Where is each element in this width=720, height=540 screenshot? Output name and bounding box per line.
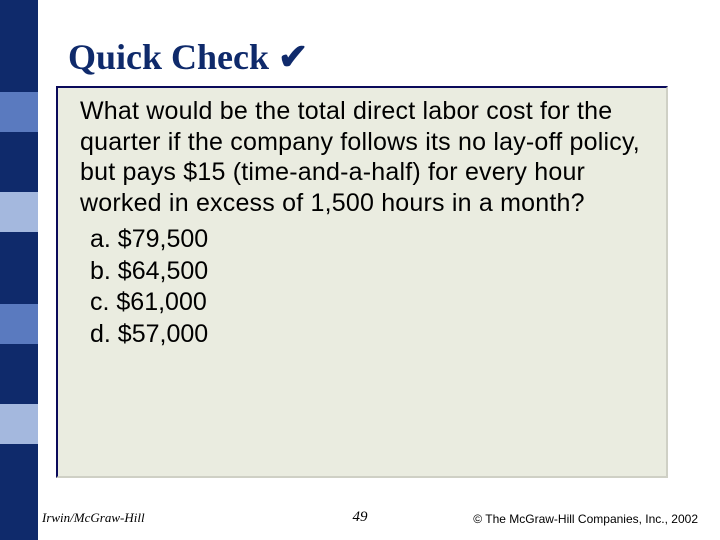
footer-copyright: © The McGraw-Hill Companies, Inc., 2002	[473, 512, 698, 526]
option-c: c. $61,000	[80, 287, 652, 319]
answer-options: a. $79,500 b. $64,500 c. $61,000 d. $57,…	[80, 224, 652, 350]
question-panel: What would be the total direct labor cos…	[56, 86, 668, 478]
decorative-left-stripe	[0, 0, 38, 540]
slide-footer: Irwin/McGraw-Hill 49 © The McGraw-Hill C…	[0, 506, 720, 540]
option-d: d. $57,000	[80, 319, 652, 351]
question-text: What would be the total direct labor cos…	[80, 96, 652, 218]
option-a: a. $79,500	[80, 224, 652, 256]
slide-title: Quick Check ✔	[68, 36, 308, 78]
checkmark-icon: ✔	[278, 36, 308, 77]
title-text: Quick Check	[68, 37, 278, 77]
option-b: b. $64,500	[80, 256, 652, 288]
